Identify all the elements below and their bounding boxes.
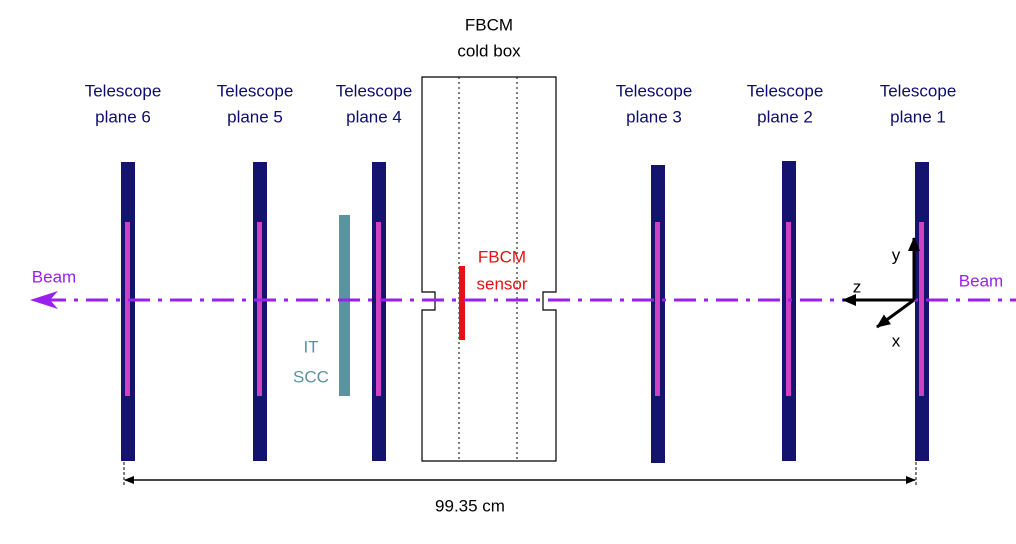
axis-label: x [892,331,901,350]
sensor-label: FBCM [478,247,526,266]
plane-label: plane 5 [227,107,283,126]
sensor-strip [257,222,262,396]
telescope-planes: Telescope plane 6 Telescope plane 5 Telescop… [85,81,957,463]
fbcm-sensor [459,266,465,340]
plane-label: plane 6 [95,107,151,126]
sensor-strip [655,222,660,396]
sensor-strip [125,222,130,396]
plane-label: Telescope [85,81,162,100]
plane-label: Telescope [880,81,957,100]
plane-label: Telescope [747,81,824,100]
cold-box [421,76,557,462]
beam-arrow [30,291,58,309]
sensor-strip [786,222,791,396]
sensor-strip [376,222,381,396]
plane-label: Telescope [336,81,413,100]
plane-label: plane 1 [890,107,946,126]
plane-label: Telescope [616,81,693,100]
it-scc-label: SCC [293,367,329,386]
sensor-strip [919,222,924,396]
axis-label: z [853,277,862,296]
plane-label: Telescope [217,81,294,100]
plane-label: plane 3 [626,107,682,126]
distance-label: 99.35 cm [435,496,505,515]
axis-label: y [892,245,901,264]
plane-label: plane 4 [346,107,402,126]
cold-box-title: FBCM [465,15,513,34]
dimension-line [123,462,917,487]
cold-box-subtitle: cold box [457,41,521,60]
beam-label: Beam [32,267,76,286]
beam-label: Beam [959,271,1003,290]
plane-label: plane 2 [757,107,813,126]
coordinate-axes [842,237,920,329]
it-scc-label: IT [303,337,318,356]
it-scc [339,215,350,396]
sensor-label: sensor [476,274,527,293]
